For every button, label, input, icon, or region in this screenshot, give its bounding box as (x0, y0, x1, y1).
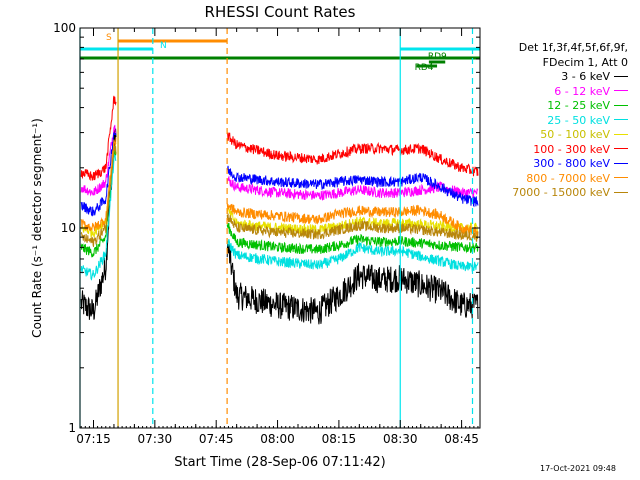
legend-entry-label: 100 - 300 keV (533, 142, 610, 156)
legend-entry-label: 12 - 25 keV (547, 99, 610, 112)
plot-area (80, 95, 479, 325)
legend-entry-label: 3 - 6 keV (561, 70, 610, 83)
x-tick-label: 08:30 (383, 432, 418, 446)
legend-header-line: FDecim 1, Att 0 (542, 55, 628, 69)
series-6-12keV (80, 124, 479, 201)
legend-swatch (614, 133, 628, 135)
flag-label: N (160, 41, 167, 51)
axes: 1 10 100 07:15 07:30 07:45 08:00 08:15 08:30 08:4… (53, 21, 480, 446)
legend-swatch (614, 104, 628, 106)
series-800-7000keV (80, 137, 479, 238)
series-12-25keV (80, 148, 479, 258)
x-tick-label: 08:15 (322, 432, 357, 446)
flag-label: RD4 (415, 63, 434, 73)
y-tick-label: 100 (53, 21, 76, 35)
flag-label: S (106, 33, 112, 43)
y-tick-label: 10 (61, 221, 76, 235)
y-tick-label: 1 (68, 421, 76, 435)
legend-entry-label: 300 - 800 keV (533, 157, 610, 170)
x-tick-label: 07:45 (199, 432, 234, 446)
series-7000-15000keV (80, 145, 479, 247)
x-tick-label: 07:15 (76, 432, 111, 446)
x-tick-label: 08:45 (444, 432, 479, 446)
legend-swatch (614, 75, 628, 77)
legend-swatch (614, 148, 628, 149)
legend-swatch (614, 177, 628, 178)
legend-entry-label: 800 - 7000 keV (526, 171, 610, 185)
legend-entry: 800 - 7000 keV (478, 172, 628, 187)
legend-header-line: Det 1f,3f,4f,5f,6f,9f, (518, 41, 628, 54)
legend-entry: 6 - 12 keV (478, 85, 628, 100)
legend-entry-label: 6 - 12 keV (554, 84, 610, 98)
legend-entry: 3 - 6 keV (478, 70, 628, 85)
series-line (80, 137, 479, 238)
series-300-800keV (80, 132, 479, 217)
legend-entry: 50 - 100 keV (478, 128, 628, 143)
legend-entry: 100 - 300 keV (478, 143, 628, 158)
series-line (80, 95, 479, 181)
series-line (80, 153, 479, 281)
legend-entry: 300 - 800 keV (478, 157, 628, 172)
legend-swatch (614, 119, 628, 120)
legend-entry: 25 - 50 keV (478, 114, 628, 129)
series-line (80, 148, 479, 258)
legend-entry: 12 - 25 keV (478, 99, 628, 114)
series-100-300keV (80, 95, 479, 181)
legend-entry-label: 50 - 100 keV (540, 128, 610, 141)
x-tick-label: 07:30 (138, 432, 173, 446)
legend-entry: 7000 - 15000 keV (478, 186, 628, 201)
x-axis-label: Start Time (28-Sep-06 07:11:42) (174, 455, 385, 470)
legend-entry-label: 7000 - 15000 keV (512, 186, 610, 199)
chart-title: RHESSI Count Rates (205, 3, 356, 21)
legend-swatch (614, 191, 628, 193)
y-axis-label: Count Rate (s⁻¹ detector segment⁻¹) (30, 118, 44, 338)
flag-bars: SNRD9RD4 (80, 33, 480, 73)
series-25-50keV (80, 153, 479, 281)
series-line (80, 132, 479, 217)
x-tick-label: 08:00 (260, 432, 295, 446)
series-line (80, 145, 479, 247)
timestamp-label: 17-Oct-2021 09:48 (540, 464, 616, 473)
legend-swatch (614, 90, 628, 91)
series-line (80, 124, 479, 201)
legend-swatch (614, 162, 628, 164)
legend-entry-label: 25 - 50 keV (547, 113, 610, 127)
